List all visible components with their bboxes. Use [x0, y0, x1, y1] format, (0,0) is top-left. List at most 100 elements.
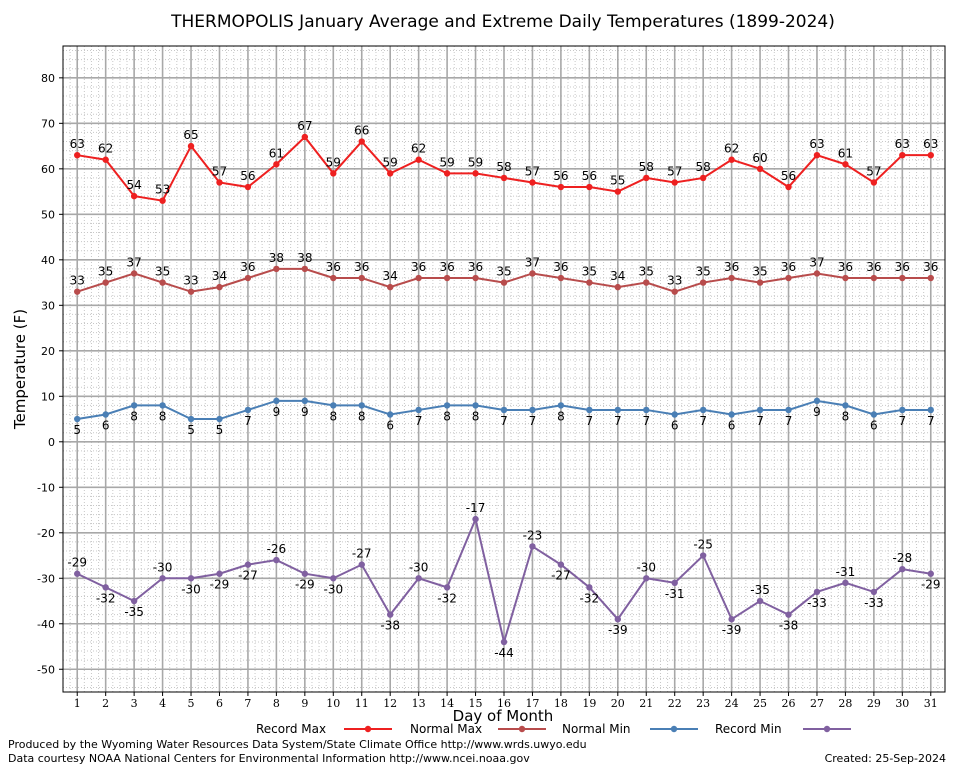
data-point	[557, 183, 565, 191]
data-label: -32	[437, 591, 457, 605]
data-label: 61	[838, 146, 853, 160]
y-tick-label: 60	[41, 163, 55, 176]
data-point	[699, 279, 707, 286]
data-point	[785, 611, 792, 618]
data-label: -27	[551, 569, 571, 583]
data-label: -39	[722, 623, 742, 637]
data-point	[500, 174, 508, 182]
data-point	[159, 402, 166, 409]
x-tick-label: 3	[131, 697, 138, 710]
data-label: 62	[724, 142, 739, 156]
data-label: -29	[921, 578, 941, 592]
data-point	[74, 151, 81, 159]
x-tick-label: 12	[383, 697, 397, 710]
data-label: 9	[813, 405, 821, 419]
data-label: 36	[326, 260, 341, 274]
data-label: 58	[639, 160, 654, 174]
data-label: -29	[210, 578, 230, 592]
data-label: 6	[728, 418, 736, 432]
data-point	[301, 133, 309, 141]
data-label: 8	[557, 409, 565, 423]
data-point	[244, 561, 252, 568]
data-label: 5	[187, 423, 195, 437]
data-label: -27	[352, 547, 372, 561]
y-tick-label: 20	[41, 345, 55, 358]
data-point	[358, 138, 365, 145]
data-point	[244, 274, 252, 282]
x-tick-label: 9	[301, 697, 308, 710]
data-label: 36	[354, 260, 369, 274]
data-point	[699, 174, 707, 182]
data-label: 55	[610, 174, 625, 188]
data-point	[699, 552, 707, 559]
data-point	[386, 611, 394, 618]
data-point	[472, 402, 479, 409]
x-tick-label: 27	[810, 697, 824, 710]
x-tick-label: 17	[525, 697, 539, 710]
data-point	[187, 288, 195, 295]
data-label: 38	[269, 251, 284, 265]
data-label: 37	[126, 255, 141, 269]
data-point	[415, 575, 422, 582]
data-label: 59	[383, 155, 398, 169]
legend-label: Record Max	[256, 722, 326, 736]
data-point	[159, 279, 166, 286]
data-label: 66	[354, 124, 369, 138]
data-label: 33	[667, 274, 682, 288]
legend-marker	[518, 725, 526, 733]
data-point	[899, 406, 906, 414]
y-tick-label: -30	[37, 572, 55, 585]
data-point	[614, 406, 622, 414]
data-point	[614, 188, 622, 195]
x-tick-label: 13	[412, 697, 426, 710]
data-point	[187, 415, 195, 423]
data-label: -25	[693, 538, 713, 552]
data-point	[358, 274, 365, 282]
legend-label: Normal Min	[562, 722, 631, 736]
data-label: 35	[752, 265, 767, 279]
data-label: 57	[212, 164, 227, 178]
data-label: -26	[267, 542, 287, 556]
footer-data-credit: Data courtesy NOAA National Centers for …	[8, 752, 530, 765]
data-point	[842, 579, 849, 587]
data-label: 7	[614, 414, 622, 428]
data-point	[358, 402, 365, 409]
y-tick-label: -20	[37, 527, 55, 540]
data-label: 35	[696, 265, 711, 279]
data-point	[870, 588, 878, 596]
data-label: -23	[523, 528, 543, 542]
data-point	[643, 575, 650, 582]
data-label: 7	[529, 414, 537, 428]
x-tick-label: 11	[355, 697, 369, 710]
data-label: 58	[496, 160, 511, 174]
data-label: -30	[409, 560, 429, 574]
data-point	[671, 288, 678, 295]
x-axis-ticks: 1 2 3 4 5 6 7 8 9 10 11 12 13 14 15 16 17 18 19 20 21 22 23 24 2…	[74, 692, 938, 710]
data-point	[386, 283, 394, 291]
data-point	[671, 579, 678, 587]
data-label: -33	[807, 596, 827, 610]
data-label: 36	[866, 260, 881, 274]
data-label: 35	[155, 265, 170, 279]
data-point	[415, 406, 422, 414]
data-point	[643, 406, 650, 414]
data-label: 34	[383, 269, 398, 283]
y-tick-label: -10	[37, 481, 55, 494]
x-tick-label: 31	[924, 697, 938, 710]
data-point	[187, 142, 195, 150]
x-tick-label: 15	[469, 697, 483, 710]
x-tick-label: 8	[273, 697, 280, 710]
series-record-min: -29-32-35-30-30 -29-27-26-29 -30-27-38-30-…	[67, 501, 940, 660]
data-point	[813, 151, 821, 159]
data-point	[927, 151, 934, 159]
data-point	[330, 274, 337, 282]
data-point	[756, 406, 764, 414]
data-label: 36	[553, 260, 568, 274]
data-label: -29	[295, 578, 315, 592]
data-label: 56	[240, 169, 255, 183]
data-point	[130, 597, 138, 605]
data-point	[813, 588, 821, 596]
data-point	[244, 406, 252, 414]
x-tick-label: 18	[554, 697, 568, 710]
data-label: 59	[468, 155, 483, 169]
